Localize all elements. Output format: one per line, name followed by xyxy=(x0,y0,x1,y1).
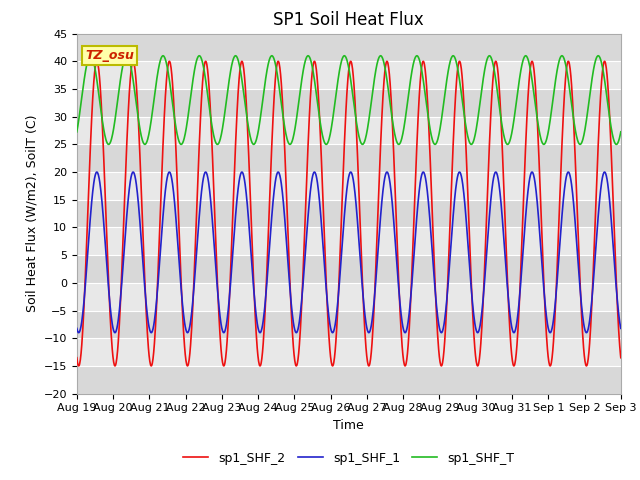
sp1_SHF_1 xyxy=(73,325,81,331)
Y-axis label: Soil Heat Flux (W/m2), SoilT (C): Soil Heat Flux (W/m2), SoilT (C) xyxy=(25,115,38,312)
sp1_SHF_2 xyxy=(557,158,565,164)
sp1_SHF_T xyxy=(477,88,485,94)
sp1_SHF_2 xyxy=(335,276,343,282)
X-axis label: Time: Time xyxy=(333,419,364,432)
Bar xyxy=(77,172,621,200)
Text: TZ_osu: TZ_osu xyxy=(85,49,134,62)
Bar xyxy=(77,366,621,394)
sp1_SHF_T xyxy=(159,53,166,59)
sp1_SHF_1 xyxy=(159,219,166,225)
sp1_SHF_1 xyxy=(611,261,618,266)
Legend: sp1_SHF_2, sp1_SHF_1, sp1_SHF_T: sp1_SHF_2, sp1_SHF_1, sp1_SHF_T xyxy=(178,447,520,469)
sp1_SHF_T xyxy=(73,129,81,135)
sp1_SHF_2 xyxy=(617,355,625,360)
sp1_SHF_2 xyxy=(147,363,155,369)
Bar xyxy=(77,89,621,117)
Bar xyxy=(77,117,621,144)
sp1_SHF_T xyxy=(141,142,148,147)
sp1_SHF_1 xyxy=(129,169,137,175)
sp1_SHF_2 xyxy=(129,59,137,64)
Line: sp1_SHF_T: sp1_SHF_T xyxy=(77,56,621,144)
Bar xyxy=(77,34,621,61)
Bar xyxy=(77,338,621,366)
sp1_SHF_1 xyxy=(325,313,333,319)
sp1_SHF_2 xyxy=(477,330,485,336)
Title: SP1 Soil Heat Flux: SP1 Soil Heat Flux xyxy=(273,11,424,29)
sp1_SHF_1 xyxy=(147,330,155,336)
Bar xyxy=(77,311,621,338)
sp1_SHF_1 xyxy=(477,312,485,318)
sp1_SHF_T xyxy=(611,139,618,145)
sp1_SHF_2 xyxy=(611,231,618,237)
Bar xyxy=(77,255,621,283)
Line: sp1_SHF_2: sp1_SHF_2 xyxy=(77,61,621,366)
Bar xyxy=(77,200,621,228)
Bar xyxy=(77,283,621,311)
Bar xyxy=(77,228,621,255)
sp1_SHF_2 xyxy=(73,355,81,360)
sp1_SHF_T xyxy=(335,70,343,76)
Bar xyxy=(77,61,621,89)
sp1_SHF_1 xyxy=(335,284,343,290)
sp1_SHF_2 xyxy=(159,153,166,158)
sp1_SHF_T xyxy=(557,53,565,59)
Bar xyxy=(77,144,621,172)
sp1_SHF_T xyxy=(325,137,333,143)
sp1_SHF_T xyxy=(123,53,131,59)
sp1_SHF_1 xyxy=(617,325,625,331)
Line: sp1_SHF_1: sp1_SHF_1 xyxy=(77,172,621,333)
sp1_SHF_1 xyxy=(557,222,565,228)
sp1_SHF_T xyxy=(617,129,625,135)
sp1_SHF_2 xyxy=(325,331,333,337)
